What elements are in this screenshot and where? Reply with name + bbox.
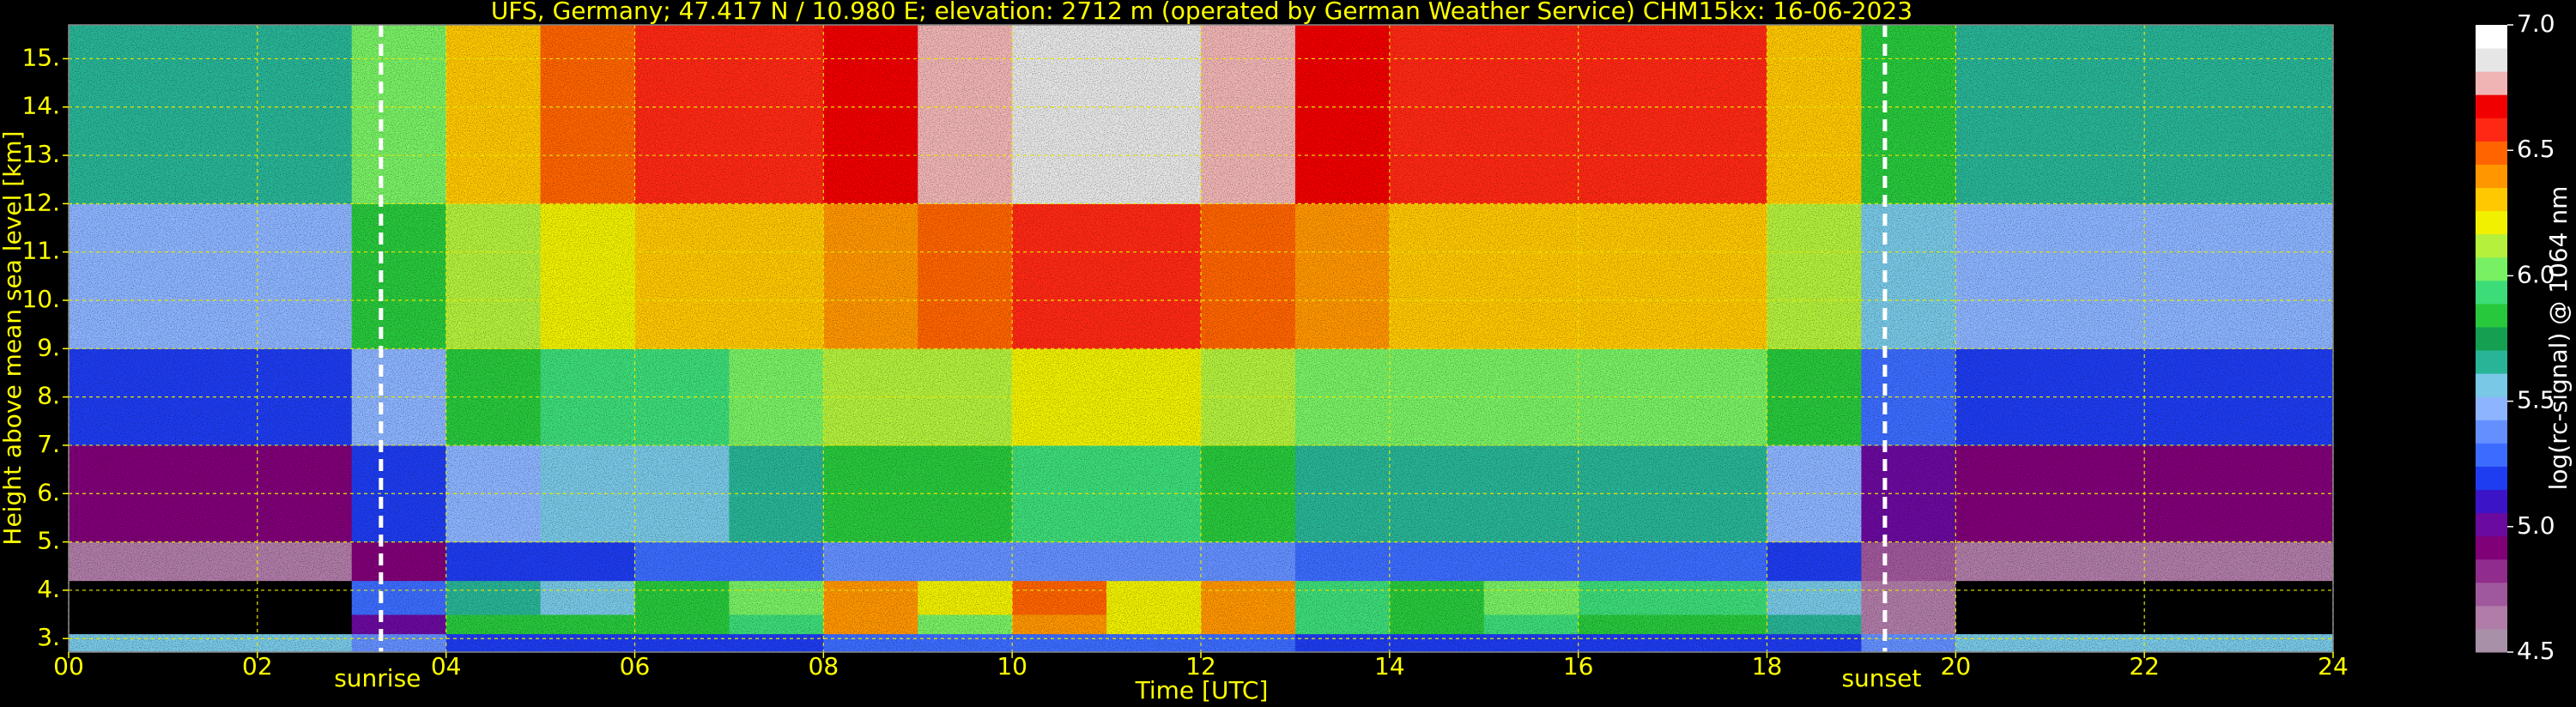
- colorbar-tick-label: 4.5: [2517, 637, 2555, 665]
- y-tick-label: 5.: [37, 527, 60, 555]
- annotation-label: sunrise: [334, 664, 421, 692]
- colorbar-segment: [2476, 489, 2507, 514]
- colorbar-segment: [2476, 396, 2507, 420]
- colorbar-tick-label: 5.5: [2517, 386, 2555, 414]
- colorbar-tick-label: 6.5: [2517, 135, 2555, 163]
- x-tick-label: 04: [431, 652, 462, 680]
- y-tick-label: 10.: [21, 285, 60, 313]
- y-tick-label: 13.: [21, 140, 60, 168]
- colorbar-segment: [2476, 48, 2507, 72]
- y-tick-label: 9.: [37, 333, 60, 361]
- colorbar-segment: [2476, 605, 2507, 630]
- colorbar-segment: [2476, 373, 2507, 397]
- colorbar-segment: [2476, 141, 2507, 165]
- annotation-label: sunset: [1841, 664, 1921, 692]
- colorbar-segment: [2476, 420, 2507, 444]
- colorbar-tick-label: 6.0: [2517, 260, 2555, 288]
- colorbar: 4.5 5.0 5.5 6.0 6.5 7.0: [2476, 9, 2555, 665]
- y-tick-label: 4.: [37, 575, 60, 603]
- x-tick-label: 06: [620, 652, 651, 680]
- y-tick-label: 8.: [37, 382, 60, 410]
- colorbar-segment: [2476, 326, 2507, 351]
- x-tick-label: 00: [53, 652, 84, 680]
- colorbar-segment: [2476, 559, 2507, 583]
- x-tick-label: 18: [1752, 652, 1783, 680]
- colorbar-segment: [2476, 25, 2507, 49]
- colorbar-tick-label: 5.0: [2517, 511, 2555, 540]
- noise-texture: [69, 25, 2333, 652]
- x-tick-label: 14: [1374, 652, 1405, 680]
- colorbar-segment: [2476, 280, 2507, 305]
- colorbar-segment: [2476, 512, 2507, 537]
- colorbar-segment: [2476, 118, 2507, 142]
- x-tick-label: 20: [1941, 652, 1972, 680]
- y-tick-label: 11.: [21, 237, 60, 265]
- colorbar-segment: [2476, 303, 2507, 328]
- colorbar-segment: [2476, 350, 2507, 374]
- colorbar-segment: [2476, 628, 2507, 653]
- colorbar-segment: [2476, 94, 2507, 118]
- colorbar-segment: [2476, 187, 2507, 212]
- annotations: [379, 25, 1888, 652]
- colorbar-segment: [2476, 466, 2507, 490]
- x-tick-label: 16: [1563, 652, 1594, 680]
- y-axis-label: Height above mean sea level [km]: [0, 130, 27, 545]
- y-tick-label: 6.: [37, 478, 60, 506]
- tick-labels: 00 02 04 06 08 10 12 14 16 18 20 22 24 3. 4. 5. 6. 7. 8. 9.…: [21, 43, 2348, 692]
- x-tick-label: 02: [242, 652, 273, 680]
- x-axis-label: Time [UTC]: [1135, 676, 1269, 704]
- colorbar-segment: [2476, 210, 2507, 235]
- y-tick-label: 14.: [21, 92, 60, 120]
- colorbar-segment: [2476, 535, 2507, 560]
- colorbar-label: log(rc-signal) @ 1064 nm: [2544, 186, 2573, 491]
- x-tick-label: 24: [2318, 652, 2349, 680]
- colorbar-segment: [2476, 71, 2507, 95]
- colorbar-segment: [2476, 257, 2507, 281]
- x-tick-label: 08: [809, 652, 839, 680]
- colorbar-segment: [2476, 233, 2507, 258]
- y-tick-label: 15.: [21, 43, 60, 71]
- colorbar-segment: [2476, 443, 2507, 467]
- x-tick-label: 12: [1185, 652, 1216, 680]
- x-tick-label: 10: [997, 652, 1027, 680]
- y-tick-label: 7.: [37, 430, 60, 458]
- colorbar-segment: [2476, 164, 2507, 189]
- y-tick-label: 3.: [37, 623, 60, 651]
- colorbar-segment: [2476, 582, 2507, 607]
- colorbar-tick-label: 7.0: [2517, 9, 2555, 38]
- y-tick-label: 12.: [21, 188, 60, 216]
- chart-title: UFS, Germany; 47.417 N / 10.980 E; eleva…: [491, 0, 1912, 25]
- x-tick-label: 22: [2129, 652, 2160, 680]
